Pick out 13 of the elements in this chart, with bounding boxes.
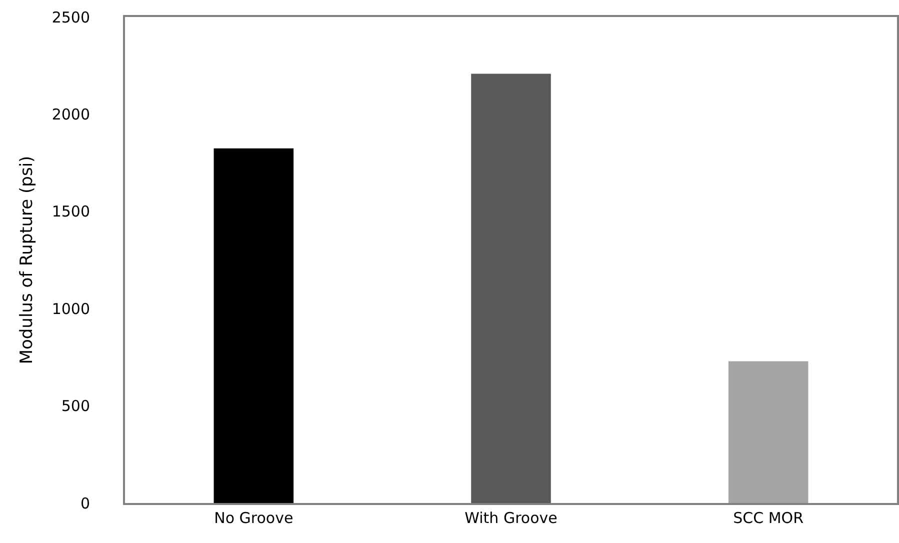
- bar: [471, 74, 551, 503]
- y-tick-label: 2000: [52, 105, 90, 124]
- bar: [728, 361, 808, 503]
- y-tick-label: 1500: [52, 202, 90, 221]
- y-tick-label: 1000: [52, 300, 90, 318]
- bar: [214, 148, 294, 503]
- x-tick-label: With Groove: [464, 509, 558, 527]
- y-axis-title: Modulus of Rupture (psi): [16, 156, 37, 364]
- x-tick-label: SCC MOR: [733, 509, 804, 527]
- y-tick-label: 500: [61, 397, 90, 416]
- y-tick-label: 0: [80, 494, 90, 512]
- y-tick-label: 2500: [52, 8, 90, 26]
- x-tick-label: No Groove: [214, 509, 294, 527]
